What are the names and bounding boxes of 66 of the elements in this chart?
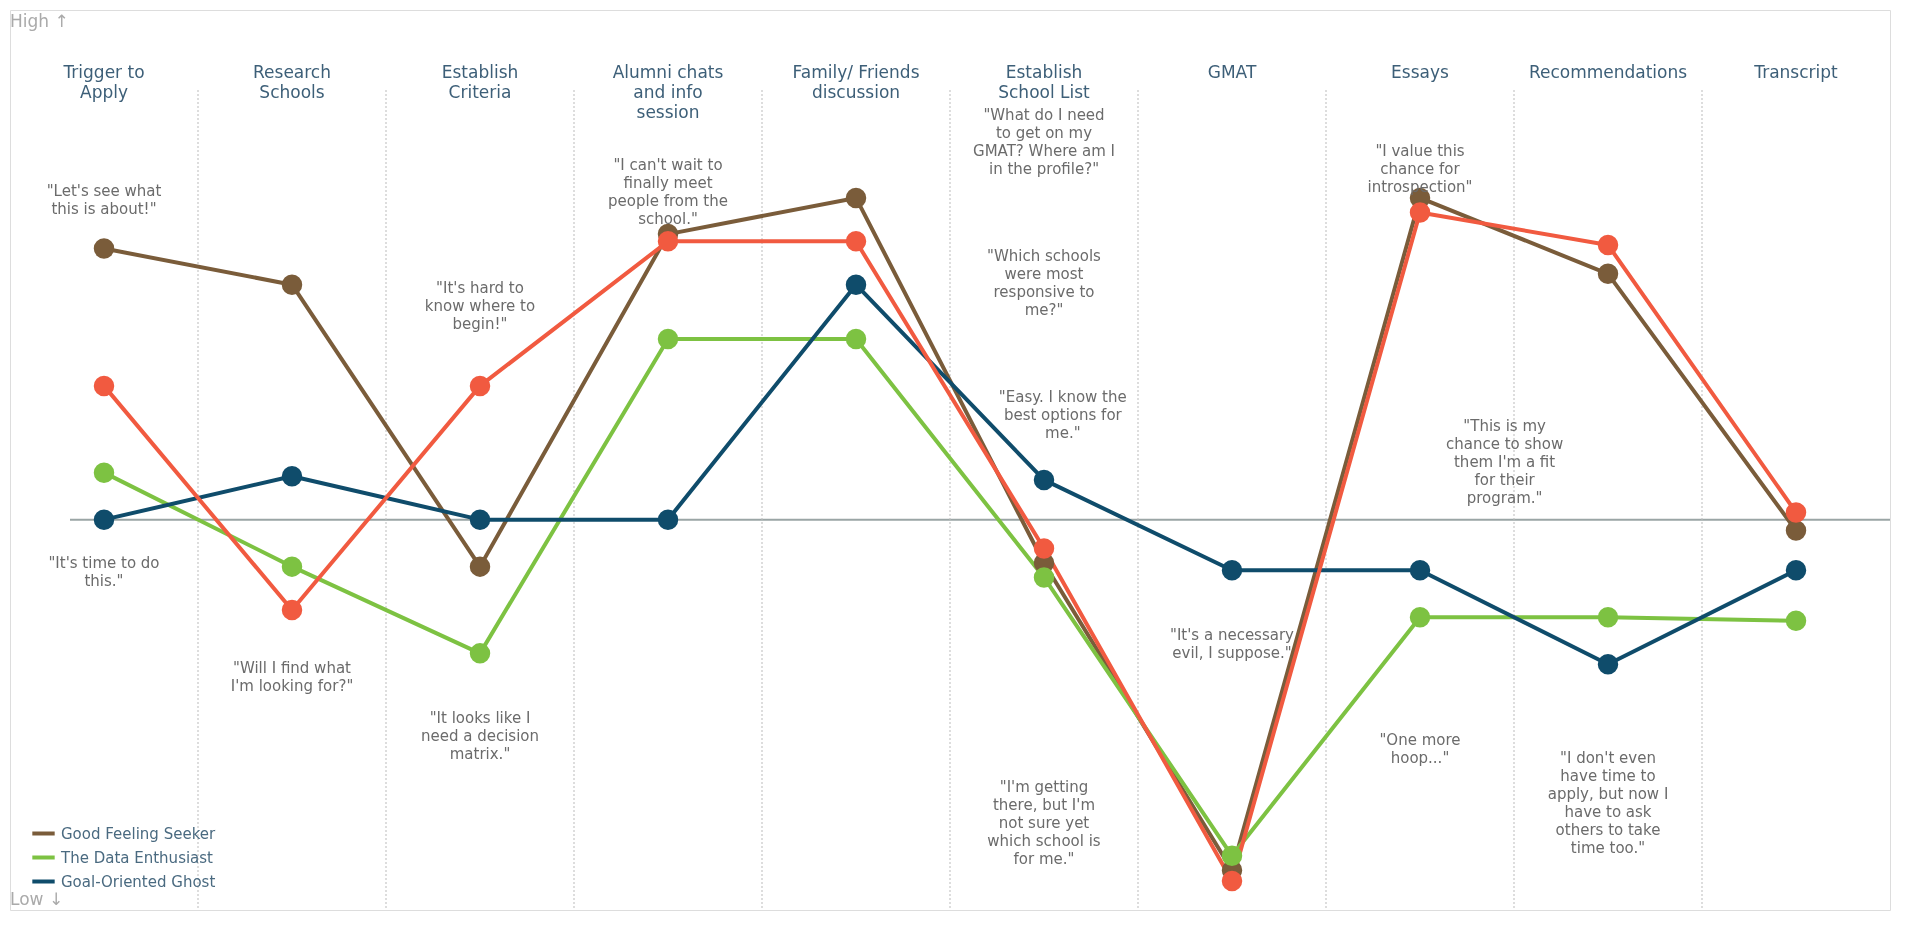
annotation: "Which schools were most responsive to me?" [987,246,1102,319]
legend-label: Good Feeling Seeker [61,824,217,843]
point [1033,538,1055,559]
point [281,466,303,487]
text: "I value this chance for introspection" [1367,141,1473,196]
point [657,328,679,350]
point [1785,560,1807,581]
point [1785,610,1807,632]
x-tick-label: Trigger to Apply [62,62,145,102]
point [93,509,115,530]
point [845,274,867,295]
x-tick-label: Transcript [1753,62,1839,82]
annotation: "It's time to do this." [48,554,160,591]
point [1409,560,1431,581]
text: Low ↓ [10,889,64,909]
point [1221,845,1243,867]
point [93,462,115,483]
point [845,187,867,209]
point [1597,607,1619,628]
annotation: "One more hoop..." [1379,731,1461,768]
x-tick-label: Essays [1391,62,1450,82]
x-tick-label: Research Schools [253,62,331,102]
point [93,375,115,397]
annotation: "I don't even have time to apply, but now I have to ask others to take time too." [1547,749,1669,858]
annotation: "It's a necessary evil, I suppose." [1170,626,1295,663]
annotation: "It looks like I need a decision matrix." [420,709,540,764]
point [1409,607,1431,628]
legend-label: The Data Enthusiast [60,848,214,867]
annotation: "Will I find what I'm looking for?" [230,658,354,695]
x-tick-label: Establish School List [998,62,1091,102]
legend-label: Goal-Oriented Ghost [61,872,216,891]
point [1785,520,1807,541]
point [1221,560,1243,581]
point [281,556,303,577]
point [281,274,303,295]
point [845,328,867,350]
annotation: "I can't wait to finally meet people from the school." [608,156,728,229]
x-tick-label: Alumni chats and info session [612,62,724,122]
point [93,238,115,259]
point [469,556,491,577]
point [657,509,679,530]
point [469,643,491,664]
text: High ↑ [10,11,69,31]
x-tick-label: Family/ Friends discussion [792,62,920,102]
point [469,509,491,530]
x-tick-label: GMAT [1207,62,1257,82]
point [281,599,303,621]
point [1409,202,1431,223]
point [845,231,867,252]
annotation: "I'm getting there, but I'm not sure yet which school is for me." [987,778,1101,869]
point [1597,234,1619,256]
point [1597,263,1619,285]
x-tick-label: Establish Criteria [441,62,519,102]
point [1221,870,1243,892]
point [1597,653,1619,675]
annotation: "This is my chance to show them I'm a fit for their program." [1445,416,1564,507]
annotation: "Easy. I know the best options for me." [998,387,1127,442]
annotation: "Let's see what this is about!" [46,181,162,218]
point [1033,469,1055,491]
point [1033,567,1055,588]
point [657,231,679,252]
point [1785,502,1807,523]
text: "What do I need to get on my GMAT? Where am I in the profile?" [973,105,1115,178]
point [469,375,491,397]
x-tick-label: Recommendations [1528,62,1688,82]
annotation: "It's hard to know where to begin!" [424,279,536,334]
